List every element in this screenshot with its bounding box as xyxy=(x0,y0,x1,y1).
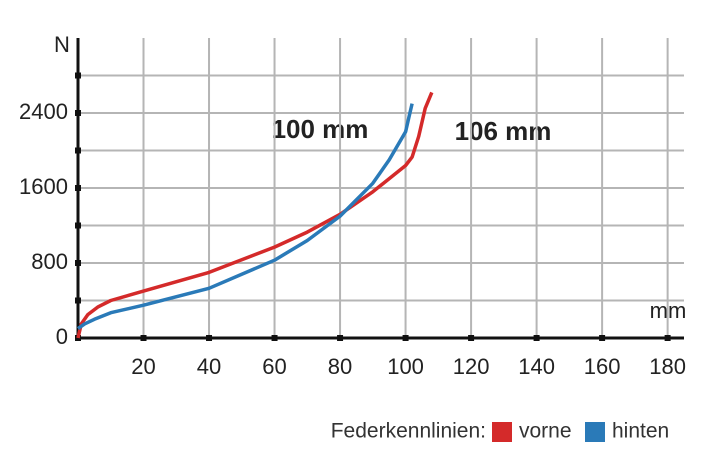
x-tick-label: 180 xyxy=(649,354,686,379)
x-tick-label: 40 xyxy=(197,354,221,379)
annotation: 100 mm xyxy=(272,114,369,144)
legend-label: vorne xyxy=(519,420,572,443)
y-tick-label: 2400 xyxy=(19,99,68,124)
grid xyxy=(78,38,684,338)
x-tick-label: 80 xyxy=(328,354,352,379)
x-tick-label: 140 xyxy=(518,354,555,379)
series-line xyxy=(76,91,434,339)
y-tick-label: 0 xyxy=(56,324,68,349)
x-tick-label: 100 xyxy=(387,354,424,379)
y-tick-label: 800 xyxy=(31,249,68,274)
y-tick-label: 1600 xyxy=(19,174,68,199)
legend-swatch xyxy=(585,422,605,442)
x-tick-label: 20 xyxy=(131,354,155,379)
y-axis-label: N xyxy=(54,32,70,57)
legend-title: Federkennlinien: xyxy=(331,420,486,443)
x-tick-label: 160 xyxy=(584,354,621,379)
x-tick-label: 60 xyxy=(262,354,286,379)
series-line xyxy=(76,103,414,331)
legend-swatch xyxy=(492,422,512,442)
legend-label: hinten xyxy=(612,420,669,443)
x-tick-label: 120 xyxy=(453,354,490,379)
